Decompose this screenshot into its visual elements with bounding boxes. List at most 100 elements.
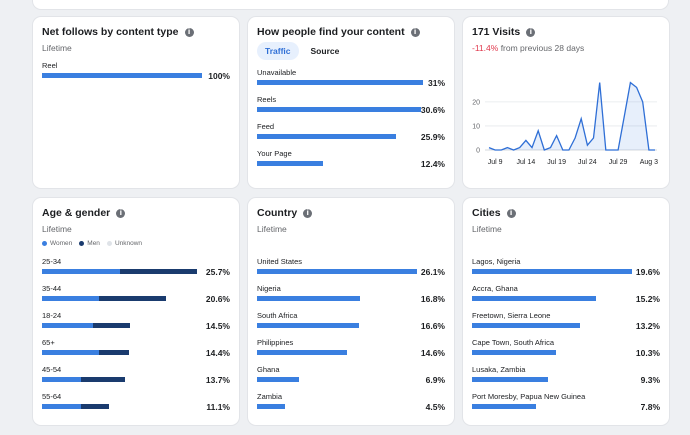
bar-fill — [472, 269, 632, 274]
bar-track — [472, 404, 632, 409]
list-item: Freetown, Sierra Leone 13.2% — [472, 311, 660, 335]
list-item: Accra, Ghana 15.2% — [472, 284, 660, 308]
row-label: Freetown, Sierra Leone — [472, 311, 551, 320]
net-follows-card: Net follows by content type i Lifetime Re… — [33, 17, 239, 188]
info-icon[interactable]: i — [506, 208, 516, 218]
legend-unknown: Unknown — [106, 240, 142, 247]
row-value: 10.3% — [635, 348, 660, 358]
row-value: 26.1% — [420, 267, 445, 277]
card-title: 171 Visits i — [472, 26, 536, 38]
row-label: South Africa — [257, 311, 298, 320]
row-label: Your Page — [257, 149, 292, 158]
row-value: 7.8% — [640, 402, 660, 412]
bar-track — [42, 404, 202, 409]
men-bar — [80, 404, 110, 409]
list-item: 35-44 20.6% — [42, 284, 230, 308]
list-item: Lusaka, Zambia 9.3% — [472, 365, 660, 389]
info-icon[interactable]: i — [184, 27, 194, 37]
list-item: Reel 100% — [42, 61, 230, 85]
row-value: 6.9% — [425, 375, 445, 385]
bar-track — [42, 323, 202, 328]
row-value: 12.4% — [420, 159, 445, 169]
bar-track — [472, 323, 632, 328]
x-tick-label: Jul 29 — [609, 159, 628, 166]
gender-legend: Women Men Unknown — [42, 240, 149, 247]
row-value: 13.7% — [205, 375, 230, 385]
row-value: 30.6% — [420, 105, 445, 115]
list-item: South Africa 16.6% — [257, 311, 445, 335]
info-icon[interactable]: i — [410, 27, 420, 37]
women-bar — [42, 323, 93, 328]
visits-area — [489, 82, 655, 150]
women-bar — [42, 350, 100, 355]
row-label: United States — [257, 257, 303, 266]
bar-track — [42, 269, 202, 274]
list-item: 65+ 14.4% — [42, 338, 230, 362]
row-value: 31% — [427, 78, 445, 88]
row-label: Ghana — [257, 365, 280, 374]
row-label: Reels — [257, 95, 277, 104]
x-tick-label: Jul 9 — [488, 159, 503, 166]
info-icon[interactable]: i — [116, 208, 126, 218]
row-label: 65+ — [42, 338, 55, 347]
bar-fill — [42, 73, 202, 78]
row-label: Lusaka, Zambia — [472, 365, 526, 374]
bar-track — [472, 269, 632, 274]
list-item: 55-64 11.1% — [42, 392, 230, 416]
info-icon[interactable]: i — [303, 208, 313, 218]
row-value: 15.2% — [635, 294, 660, 304]
row-label: Unavailable — [257, 68, 297, 77]
bar-track — [42, 377, 202, 382]
row-label: 35-44 — [42, 284, 62, 293]
bar-track — [472, 296, 632, 301]
row-value: 14.5% — [205, 321, 230, 331]
bar-fill — [257, 404, 285, 409]
card-title: Net follows by content type i — [42, 26, 194, 38]
list-item: Port Moresby, Papua New Guinea 7.8% — [472, 392, 660, 416]
x-tick-label: Aug 3 — [640, 159, 658, 166]
list-item: 45-54 13.7% — [42, 365, 230, 389]
row-value: 9.3% — [640, 375, 660, 385]
delta-value: -11.4% — [472, 43, 499, 53]
row-label: Philippines — [257, 338, 294, 347]
list-item: Nigeria 16.8% — [257, 284, 445, 308]
row-label: Zambia — [257, 392, 283, 401]
men-bar — [80, 377, 125, 382]
bar-track — [257, 134, 423, 139]
visits-card: 171 Visits i -11.4% from previous 28 days… — [463, 17, 669, 188]
tab-source[interactable]: Source — [310, 46, 340, 56]
visits-line — [488, 81, 655, 151]
bar-fill — [472, 404, 536, 409]
bar-fill — [257, 134, 396, 139]
row-value: 16.8% — [420, 294, 445, 304]
bar-track — [257, 161, 423, 166]
card-title: How people find your content i — [257, 26, 420, 38]
bar-track — [472, 377, 632, 382]
y-tick-label: 20 — [472, 99, 480, 106]
list-item: Reels 30.6% — [257, 95, 445, 119]
tab-traffic[interactable]: Traffic — [257, 42, 299, 60]
list-item: Zambia 4.5% — [257, 392, 445, 416]
list-item: Ghana 6.9% — [257, 365, 445, 389]
info-icon[interactable]: i — [526, 27, 536, 37]
bar-track — [257, 80, 423, 85]
row-value: 25.7% — [205, 267, 230, 277]
list-item: Unavailable 31% — [257, 68, 445, 92]
bar-fill — [472, 350, 557, 355]
card-subtitle: Lifetime — [472, 224, 502, 234]
delta-suffix: from previous 28 days — [500, 43, 585, 53]
bar-track — [42, 73, 202, 78]
y-tick-label: 0 — [476, 148, 480, 155]
visits-delta: -11.4% from previous 28 days — [472, 43, 584, 53]
men-bar — [99, 350, 129, 355]
men-bar — [92, 323, 130, 328]
row-label: 55-64 — [42, 392, 62, 401]
bar-fill — [257, 80, 423, 85]
bar-track — [257, 107, 423, 112]
card-title: Age & gender i — [42, 207, 126, 219]
card-subtitle: Lifetime — [42, 224, 72, 234]
row-label: 25-34 — [42, 257, 62, 266]
row-value: 16.6% — [420, 321, 445, 331]
list-item: Your Page 12.4% — [257, 149, 445, 173]
bar-fill — [257, 161, 324, 166]
